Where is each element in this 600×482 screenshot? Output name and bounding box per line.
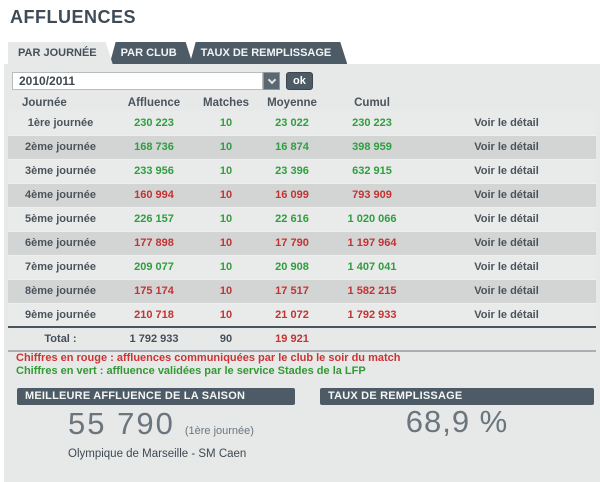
affluence-value: 210 718	[113, 303, 195, 328]
tab-par-journee[interactable]: PAR JOURNÉE	[8, 42, 113, 64]
journee-label: 8ème journée	[8, 279, 113, 304]
affluence-value: 226 157	[113, 207, 195, 232]
header-detail	[417, 94, 596, 111]
matches-value: 10	[195, 279, 257, 304]
moyenne-value: 22 616	[257, 207, 327, 232]
tab-bar: PAR JOURNÉE PAR CLUB TAUX DE REMPLISSAGE	[8, 42, 344, 64]
attendance-table: Journée Affluence Matches Moyenne Cumul …	[8, 94, 596, 352]
detail-link[interactable]: Voir le détail	[417, 207, 596, 232]
season-select[interactable]: 2010/2011	[12, 72, 263, 90]
detail-link[interactable]: Voir le détail	[417, 255, 596, 280]
cumul-value: 1 582 215	[327, 279, 417, 304]
moyenne-value: 16 099	[257, 183, 327, 208]
header-moyenne: Moyenne	[267, 96, 317, 109]
affluence-value: 177 898	[113, 231, 195, 256]
table-row: 1ère journée 230 223 10 23 022 230 223 V…	[8, 111, 596, 136]
header-affluence: Affluence	[127, 96, 181, 109]
season-filter: 2010/2011 ok	[12, 72, 313, 90]
best-attendance-header: MEILLEURE AFFLUENCE DE LA SAISON	[17, 388, 295, 405]
moyenne-value: 17 517	[257, 279, 327, 304]
detail-link[interactable]: Voir le détail	[417, 159, 596, 184]
table-total-row: Total : 1 792 933 90 19 921	[8, 326, 596, 352]
total-matches: 90	[195, 326, 257, 352]
detail-link[interactable]: Voir le détail	[417, 183, 596, 208]
cumul-value: 793 909	[327, 183, 417, 208]
color-legend: Chiffres en rouge : affluences communiqu…	[16, 352, 400, 378]
affluence-value: 233 956	[113, 159, 195, 184]
moyenne-value: 17 790	[257, 231, 327, 256]
affluence-value: 160 994	[113, 183, 195, 208]
table-row: 9ème journée 210 718 10 21 072 1 792 933…	[8, 303, 596, 328]
best-attendance-value: 55 790	[68, 406, 175, 441]
detail-link[interactable]: Voir le détail	[417, 111, 596, 136]
affluence-value: 175 174	[113, 279, 195, 304]
best-attendance-match: Olympique de Marseille - SM Caen	[68, 448, 247, 460]
fill-rate-value: 68,9 %	[405, 404, 509, 439]
moyenne-value: 20 908	[257, 255, 327, 280]
cumul-value: 1 407 041	[327, 255, 417, 280]
main-panel: 2010/2011 ok Journée Affluence Matches M…	[4, 64, 600, 482]
detail-link[interactable]: Voir le détail	[417, 303, 596, 328]
total-label: Total :	[8, 326, 113, 352]
cumul-value: 230 223	[327, 111, 417, 136]
affluence-value: 230 223	[113, 111, 195, 136]
page-title: AFFLUENCES	[10, 7, 136, 27]
cumul-value: 632 915	[327, 159, 417, 184]
table-row: 7ème journée 209 077 10 20 908 1 407 041…	[8, 255, 596, 280]
tab-taux-de-remplissage[interactable]: TAUX DE REMPLISSAGE	[190, 42, 348, 64]
matches-value: 10	[195, 255, 257, 280]
header-journee: Journée	[22, 96, 67, 109]
matches-value: 10	[195, 207, 257, 232]
table-row: 5ème journée 226 157 10 22 616 1 020 066…	[8, 207, 596, 232]
table-header-row: Journée Affluence Matches Moyenne Cumul	[8, 94, 596, 111]
matches-value: 10	[195, 111, 257, 136]
journee-label: 1ère journée	[8, 111, 113, 136]
journee-label: 4ème journée	[8, 183, 113, 208]
matches-value: 10	[195, 159, 257, 184]
table-row: 4ème journée 160 994 10 16 099 793 909 V…	[8, 183, 596, 208]
tab-par-club[interactable]: PAR CLUB	[110, 42, 193, 64]
chevron-down-icon	[267, 75, 277, 85]
moyenne-value: 23 022	[257, 111, 327, 136]
detail-link[interactable]: Voir le détail	[417, 279, 596, 304]
matches-value: 10	[195, 303, 257, 328]
table-row: 8ème journée 175 174 10 17 517 1 582 215…	[8, 279, 596, 304]
legend-green-note: Chiffres en vert : affluence validées pa…	[16, 365, 366, 377]
journee-label: 5ème journée	[8, 207, 113, 232]
table-row: 2ème journée 168 736 10 16 874 398 959 V…	[8, 135, 596, 160]
cumul-value: 1 197 964	[327, 231, 417, 256]
affluence-value: 209 077	[113, 255, 195, 280]
cumul-value: 1 792 933	[327, 303, 417, 328]
moyenne-value: 23 396	[257, 159, 327, 184]
cumul-value: 1 020 066	[327, 207, 417, 232]
journee-label: 9ème journée	[8, 303, 113, 328]
table-row: 3ème journée 233 956 10 23 396 632 915 V…	[8, 159, 596, 184]
best-attendance-note: (1ère journée)	[184, 425, 254, 437]
moyenne-value: 21 072	[257, 303, 327, 328]
matches-value: 10	[195, 231, 257, 256]
fill-rate-header: TAUX DE REMPLISSAGE	[320, 388, 594, 405]
journee-label: 7ème journée	[8, 255, 113, 280]
cumul-value: 398 959	[327, 135, 417, 160]
affluence-value: 168 736	[113, 135, 195, 160]
total-moyenne: 19 921	[257, 326, 327, 352]
select-dropdown-button[interactable]	[263, 72, 280, 90]
header-matches: Matches	[202, 96, 250, 109]
total-affluence: 1 792 933	[113, 326, 195, 352]
detail-link[interactable]: Voir le détail	[417, 231, 596, 256]
table-row: 6ème journée 177 898 10 17 790 1 197 964…	[8, 231, 596, 256]
best-attendance-value-row: 55 790 (1ère journée)	[68, 406, 254, 442]
moyenne-value: 16 874	[257, 135, 327, 160]
header-cumul: Cumul	[354, 96, 390, 109]
ok-button[interactable]: ok	[286, 72, 313, 90]
journee-label: 3ème journée	[8, 159, 113, 184]
matches-value: 10	[195, 183, 257, 208]
legend-red-note: Chiffres en rouge : affluences communiqu…	[16, 352, 401, 364]
detail-link[interactable]: Voir le détail	[417, 135, 596, 160]
journee-label: 6ème journée	[8, 231, 113, 256]
journee-label: 2ème journée	[8, 135, 113, 160]
matches-value: 10	[195, 135, 257, 160]
